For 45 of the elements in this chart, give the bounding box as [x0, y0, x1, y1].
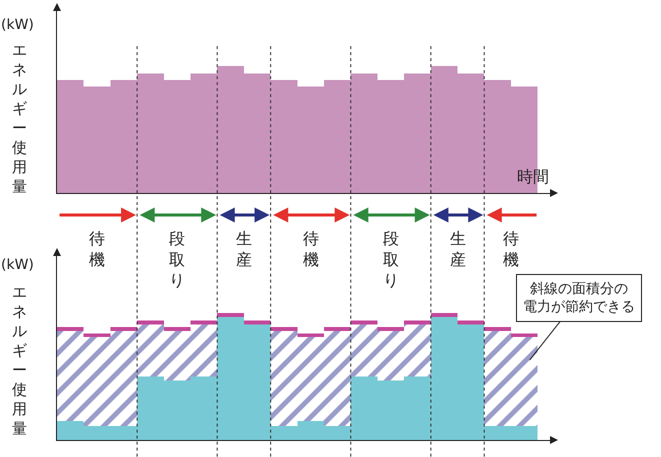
x-axis-title: 時間	[517, 167, 549, 186]
bar	[510, 337, 538, 426]
bar	[137, 320, 164, 324]
y-axis-title: エネルギー使用量	[12, 41, 27, 196]
bar	[84, 333, 110, 338]
bar	[404, 324, 431, 377]
bar	[164, 330, 191, 380]
bar	[110, 326, 138, 331]
bar	[190, 324, 218, 377]
text: 待機	[89, 229, 105, 269]
bar	[350, 320, 378, 324]
bar	[324, 330, 351, 426]
bar	[270, 326, 298, 331]
bar	[57, 330, 84, 421]
annotation: 斜線の面積分の電力が節約できる	[523, 281, 635, 316]
bar	[270, 330, 298, 426]
y-axis-title: エネルギー使用量	[12, 283, 27, 438]
bar	[377, 330, 404, 380]
bar	[350, 324, 378, 377]
bar	[377, 326, 404, 331]
text: 待機	[503, 229, 519, 269]
bar	[484, 330, 511, 426]
text: 待機	[303, 229, 319, 269]
text: 段取り	[383, 229, 399, 290]
bar	[404, 320, 431, 324]
text: (kW)	[1, 257, 34, 273]
bar	[324, 326, 351, 331]
bar	[458, 320, 484, 324]
bar	[297, 337, 324, 421]
text: (kW)	[1, 17, 34, 33]
text: 段取り	[169, 229, 185, 290]
bar	[484, 326, 511, 331]
bar	[190, 320, 218, 324]
bar	[297, 333, 324, 338]
bar	[84, 337, 110, 426]
bar	[57, 326, 84, 331]
text: 生産	[236, 229, 252, 269]
bar	[110, 330, 138, 426]
text: 生産	[450, 229, 466, 269]
bar	[510, 333, 538, 338]
bar	[164, 326, 191, 331]
bar	[217, 313, 244, 317]
bar	[430, 313, 458, 317]
bar	[137, 324, 164, 377]
bar	[244, 320, 271, 324]
